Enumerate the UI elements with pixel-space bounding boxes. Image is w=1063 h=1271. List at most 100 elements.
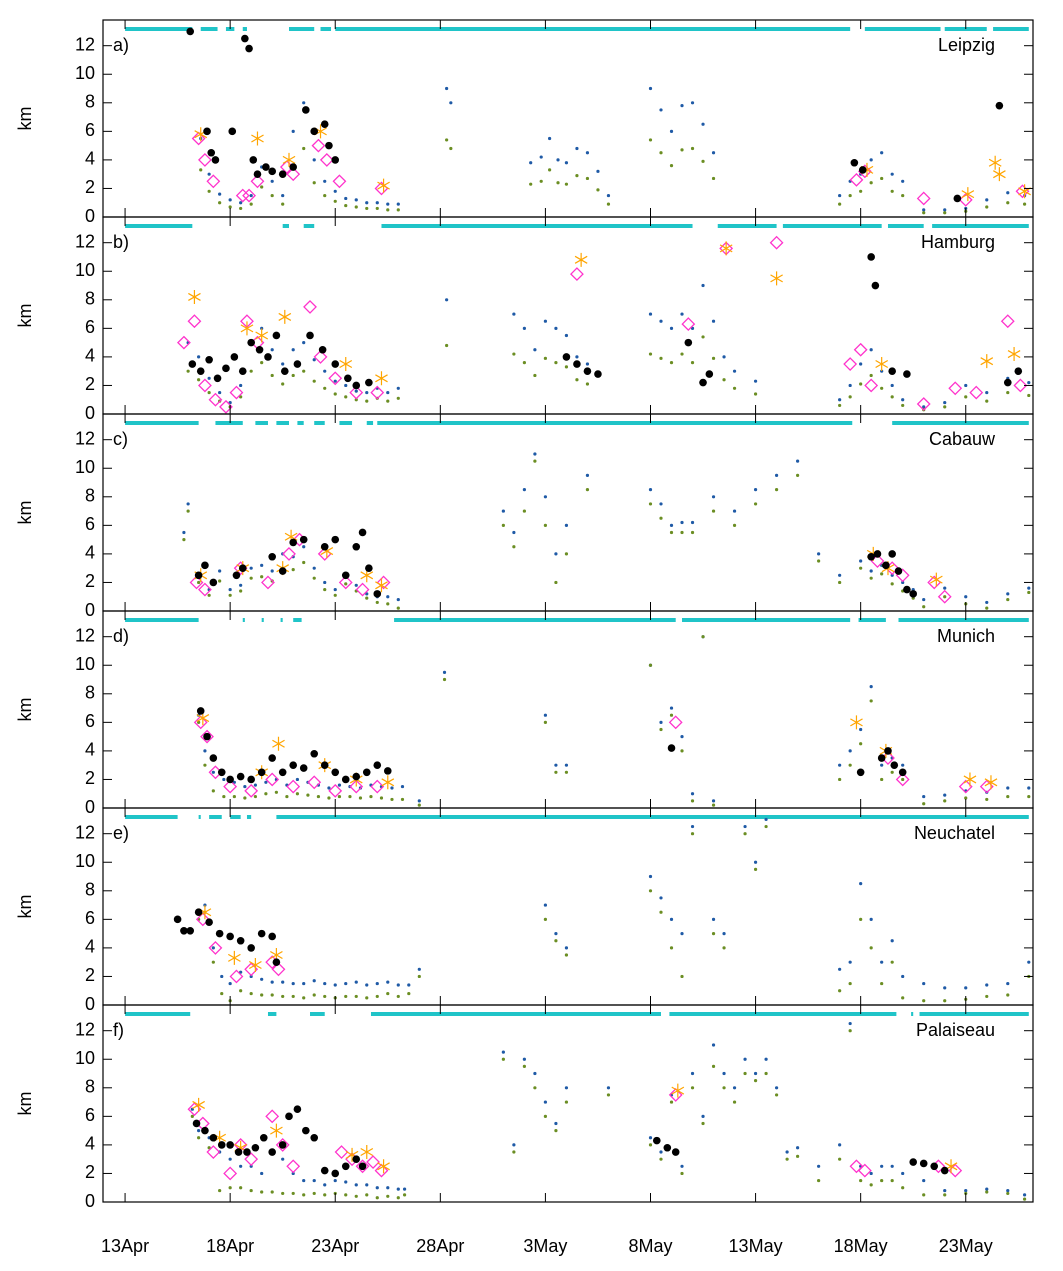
diamond-marker — [355, 1159, 370, 1174]
data-dot — [901, 398, 905, 402]
data-dot — [922, 1193, 926, 1197]
data-dot — [327, 786, 331, 790]
data-dot — [701, 1114, 705, 1118]
data-dot — [228, 205, 232, 209]
data-dot — [659, 151, 663, 155]
availability-bar — [125, 224, 193, 228]
data-dot — [302, 341, 306, 345]
x-tick-label: 18Apr — [206, 1236, 254, 1256]
availability-bar — [246, 815, 252, 819]
data-dot — [302, 369, 306, 373]
data-dot — [291, 373, 295, 378]
asterisk-marker — [188, 289, 201, 304]
data-dot — [648, 663, 653, 667]
station-name: Cabauw — [929, 429, 996, 449]
data-dot — [690, 361, 695, 365]
data-dot — [354, 389, 358, 393]
data-dot — [533, 459, 537, 463]
asterisk-marker — [381, 775, 395, 790]
y-tick-label: 0 — [85, 206, 95, 226]
data-dot — [232, 794, 236, 799]
data-dot — [333, 983, 337, 987]
data-point — [583, 367, 592, 375]
diamond-marker — [349, 385, 364, 400]
station-name: Palaiseau — [916, 1020, 995, 1040]
data-dot — [512, 312, 516, 316]
data-dot — [838, 777, 842, 782]
diamond-marker — [319, 152, 334, 167]
data-dot — [575, 378, 579, 382]
data-dot — [711, 803, 716, 807]
data-dot — [333, 189, 337, 193]
diamond-marker — [187, 314, 202, 329]
data-dot — [859, 727, 863, 732]
data-dot — [220, 991, 224, 996]
data-dot — [302, 996, 306, 1000]
y-tick-label: 0 — [85, 403, 95, 423]
data-point — [264, 353, 272, 361]
data-dot — [407, 983, 411, 987]
asterisk-marker — [377, 178, 390, 193]
data-dot — [785, 1150, 789, 1154]
diamond-marker — [334, 1145, 349, 1159]
data-dot — [333, 392, 337, 396]
data-point — [194, 908, 203, 917]
diamond-marker — [195, 912, 210, 927]
data-dot — [375, 600, 379, 605]
data-dot — [659, 356, 663, 360]
y-tick-label: 6 — [85, 711, 95, 731]
data-point — [173, 915, 182, 924]
y-tick-label: 8 — [85, 486, 95, 506]
data-dot — [533, 1071, 537, 1076]
data-dot — [249, 566, 253, 570]
y-tick-label: 2 — [85, 1162, 95, 1182]
data-dot — [869, 1183, 873, 1187]
data-dot — [606, 1093, 611, 1097]
data-dot — [533, 348, 537, 352]
data-dot — [859, 917, 863, 921]
data-point — [236, 772, 245, 781]
data-dot — [543, 523, 548, 527]
availability-bar — [255, 421, 268, 425]
data-dot — [680, 932, 684, 936]
data-dot — [220, 974, 224, 979]
data-dot — [701, 159, 705, 163]
data-dot — [543, 713, 548, 717]
data-dot — [722, 1086, 726, 1090]
data-dot — [659, 502, 663, 506]
data-dot — [203, 763, 207, 767]
data-dot — [817, 1178, 821, 1183]
diamond-marker — [223, 779, 238, 794]
panel-label: f) — [113, 1020, 124, 1040]
diamond-marker — [1000, 314, 1015, 329]
availability-bar — [932, 224, 1029, 228]
data-point — [373, 590, 382, 598]
data-dot — [880, 763, 884, 767]
data-dot — [312, 979, 316, 983]
data-dot — [312, 1178, 316, 1183]
data-dot — [890, 172, 894, 176]
data-point — [331, 1169, 340, 1178]
data-dot — [323, 386, 327, 390]
data-dot — [323, 994, 327, 999]
data-dot — [218, 579, 222, 583]
data-dot — [285, 794, 289, 799]
data-dot — [880, 981, 884, 986]
availability-bar — [198, 815, 201, 819]
data-point — [192, 1119, 201, 1128]
y-tick-label: 12 — [75, 822, 95, 842]
data-dot — [379, 796, 384, 800]
data-dot — [556, 158, 560, 162]
data-dot — [260, 563, 264, 567]
x-tick-label: 23Apr — [311, 1236, 359, 1256]
data-dot — [943, 208, 947, 212]
asterisk-marker — [1007, 347, 1021, 362]
data-dot — [901, 179, 905, 183]
data-dot — [701, 1121, 705, 1126]
data-dot — [1006, 993, 1010, 997]
data-point — [272, 331, 281, 340]
y-tick-label: 10 — [75, 654, 95, 674]
data-dot — [669, 164, 674, 168]
data-dot — [701, 635, 705, 639]
data-point — [867, 552, 875, 561]
